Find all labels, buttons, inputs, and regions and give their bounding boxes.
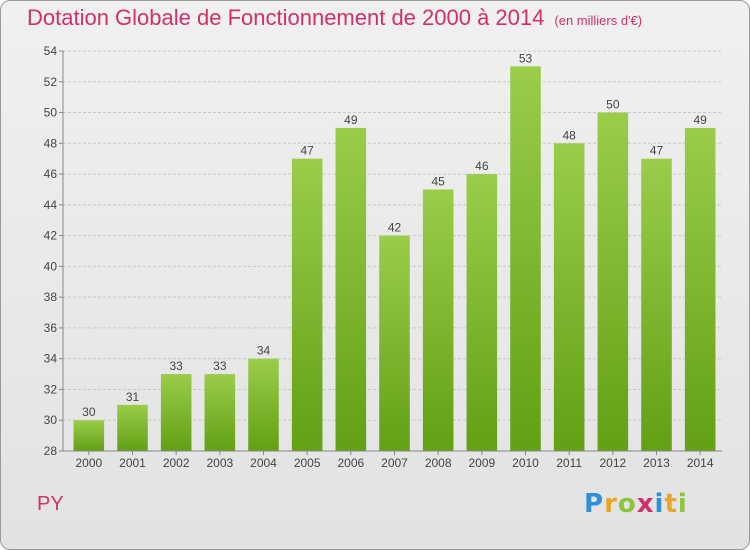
bar-value-label: 42 [388,221,402,235]
commune-name: PY [37,493,64,515]
bar-layer: 30 31 33 33 34 47 49 42 45 46 53 48 50 47 49 [73,51,716,452]
bar-value-label: 49 [693,113,707,127]
y-tick-label: 52 [44,75,58,89]
y-tick-label: 54 [44,44,58,58]
bar-value-label: 50 [606,98,620,112]
bar-value-label: 30 [82,405,96,419]
bar [466,174,498,452]
y-tick-label: 36 [44,321,58,335]
bar-value-label: 53 [519,51,533,65]
bar-value-label: 45 [431,174,445,188]
x-tick-label: 2013 [643,456,670,470]
bar [379,235,410,451]
bar [335,127,367,451]
bar [641,158,672,451]
x-tick-label: 2006 [337,456,364,470]
bar [597,112,629,452]
y-tick-label: 28 [44,444,58,458]
bar [248,358,279,451]
x-tick-label: 2001 [119,456,146,470]
logo-letter: o [617,489,637,519]
bar [117,404,148,451]
bar-value-label: 47 [650,144,664,158]
x-tick-label: 2004 [250,456,277,470]
y-tick-label: 46 [44,167,58,181]
axis-layer: 28 30 32 34 36 38 40 42 44 46 48 50 52 54 2000 2001 2002… [44,44,722,470]
bar [73,420,105,451]
y-tick-label: 48 [44,136,58,150]
bar-value-label: 33 [169,359,183,373]
x-tick-label: 2010 [512,456,539,470]
y-tick-label: 42 [44,229,58,243]
bar-value-label: 47 [300,144,314,158]
bar [160,374,192,451]
logo-letter: i [677,489,688,519]
x-tick-label: 2014 [687,456,714,470]
logo-letter: i [654,489,665,519]
bar-value-label: 46 [475,159,489,173]
y-tick-label: 40 [44,259,58,273]
bar-value-label: 33 [213,359,227,373]
bar [684,127,716,451]
y-tick-label: 44 [44,198,58,212]
title-text: Dotation Globale de Fonctionnement de 20… [27,5,545,30]
bar-value-label: 34 [257,344,271,358]
x-tick-label: 2007 [381,456,408,470]
x-tick-label: 2008 [425,456,452,470]
bar-value-label: 48 [562,128,576,142]
x-tick-label: 2012 [599,456,626,470]
bar-value-label: 49 [344,113,358,127]
y-tick-label: 30 [44,413,58,427]
logo-letter: t [664,489,678,519]
title-unit: (en milliers d'€) [554,13,643,28]
bar [422,189,454,451]
y-tick-label: 34 [44,352,58,366]
bar [553,143,585,452]
proxiti-logo: Proxiti [584,489,688,519]
x-tick-label: 2005 [294,456,321,470]
x-tick-label: 2000 [75,456,102,470]
logo-letter: r [604,489,618,519]
bar [204,374,236,451]
x-tick-label: 2011 [556,456,582,470]
bar [510,66,541,451]
y-tick-label: 38 [44,290,58,304]
y-tick-label: 32 [44,382,58,396]
logo-letter: P [584,489,605,519]
y-tick-label: 50 [44,106,58,120]
bar [291,158,323,451]
x-tick-label: 2003 [206,456,233,470]
bar-value-label: 31 [126,390,140,404]
x-tick-label: 2002 [163,456,190,470]
chart-title: Dotation Globale de Fonctionnement de 20… [27,5,642,31]
logo-letter: x [636,489,655,519]
x-tick-label: 2009 [468,456,495,470]
